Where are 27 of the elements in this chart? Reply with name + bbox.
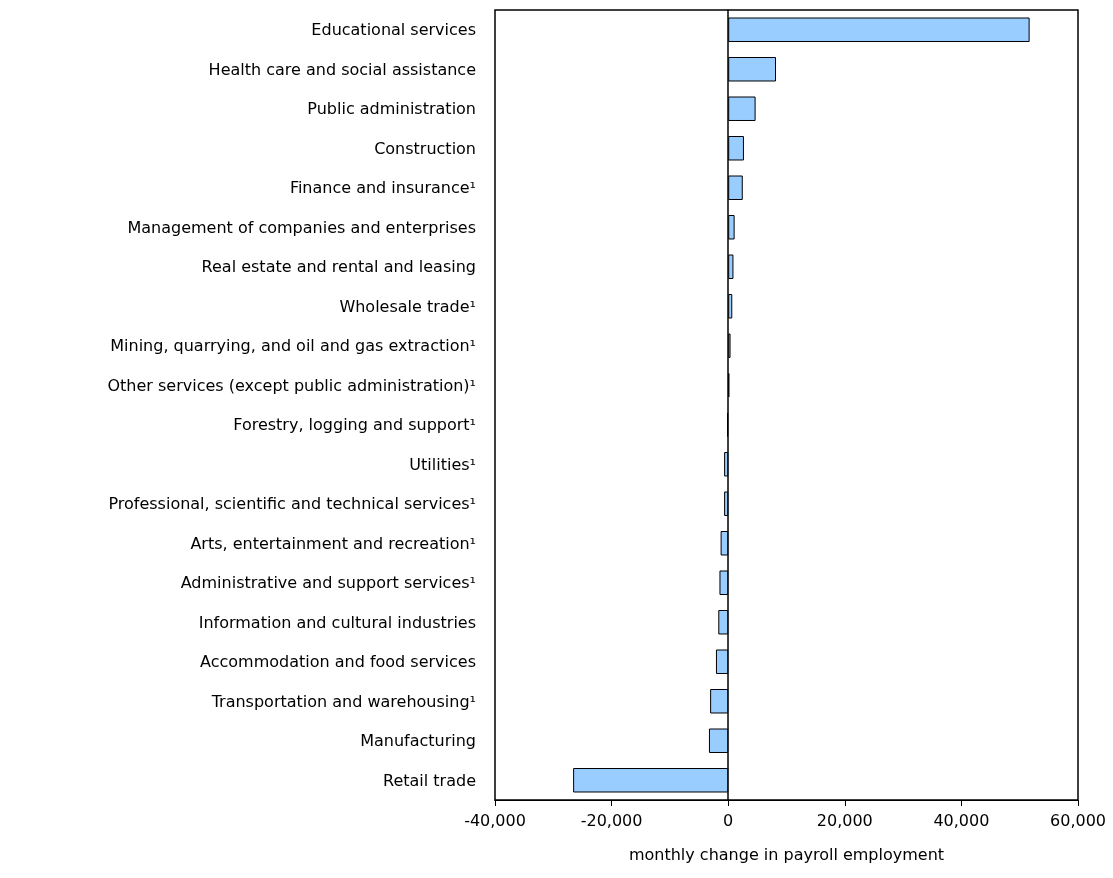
y-tick-label: Administrative and support services¹ bbox=[180, 573, 476, 593]
y-tick-label: Utilities¹ bbox=[409, 454, 476, 474]
y-tick-label: Professional, scientific and technical services¹ bbox=[108, 494, 476, 514]
y-tick-label: Health care and social assistance bbox=[208, 59, 476, 79]
y-tick-label: Forestry, logging and support¹ bbox=[233, 415, 476, 435]
x-tick-label: 0 bbox=[723, 810, 734, 830]
y-tick-label: Retail trade bbox=[383, 770, 476, 790]
y-tick-label: Public administration bbox=[307, 99, 476, 119]
x-axis-title: monthly change in payroll employment bbox=[628, 844, 945, 864]
y-tick-label: Finance and insurance¹ bbox=[289, 178, 476, 198]
x-tick-label: -20,000 bbox=[580, 810, 643, 830]
y-tick-label: Real estate and rental and leasing bbox=[201, 257, 476, 277]
x-tick-label: -40,000 bbox=[464, 810, 526, 830]
y-tick-label: Management of companies and enterprises bbox=[127, 217, 476, 237]
y-tick-label: Manufacturing bbox=[360, 731, 476, 751]
y-tick-label: Mining, quarrying, and oil and gas extraction¹ bbox=[110, 336, 476, 356]
y-tick-label: Construction bbox=[374, 138, 476, 158]
y-tick-label: Educational services bbox=[311, 20, 476, 40]
y-tick-label: Accommodation and food services bbox=[200, 652, 476, 672]
y-tick-label: Other services (except public administration)¹ bbox=[107, 375, 476, 395]
y-tick-label: Wholesale trade¹ bbox=[339, 296, 476, 316]
y-tick-label: Transportation and warehousing¹ bbox=[210, 691, 476, 711]
y-tick-label: Arts, entertainment and recreation¹ bbox=[190, 533, 476, 553]
x-tick-label: 20,000 bbox=[816, 810, 873, 830]
y-tick-label: Information and cultural industries bbox=[198, 612, 476, 632]
x-tick-label: 60,000 bbox=[1050, 810, 1106, 830]
x-tick-label: 40,000 bbox=[933, 810, 990, 830]
